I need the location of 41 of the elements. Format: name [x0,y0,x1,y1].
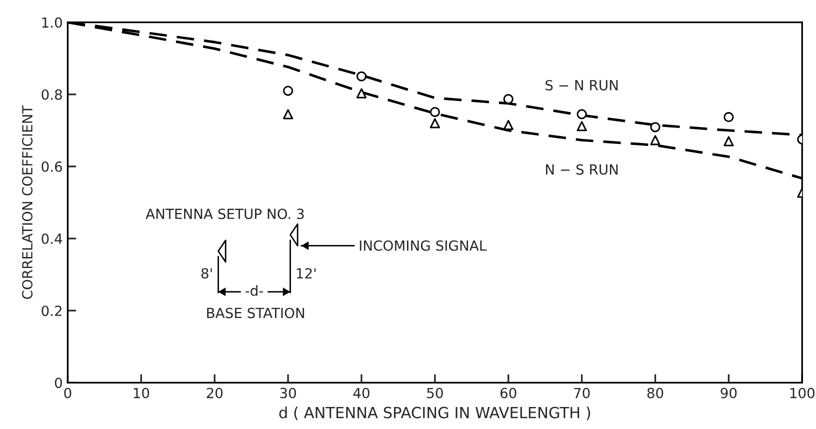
x-tick-label: 50 [427,388,443,398]
point [724,136,734,146]
annotation: N − S RUN [546,164,618,175]
annotation: S − N RUN [546,80,618,90]
point [503,94,514,104]
x-tick-label: 80 [647,388,664,398]
y-tick-label: 0.2 [42,306,62,316]
point [503,120,514,130]
y-axis-title: CORRELATION COEFFICIENT [22,105,33,299]
annotation: ANTENNA SETUP NO. 3 [146,208,304,220]
point [283,86,294,96]
x-tick-label: 20 [206,388,223,398]
annotation: -d- [246,285,264,296]
point [650,122,660,132]
x-tick-label: 30 [280,388,296,398]
x-tick-label: 70 [574,388,590,398]
point [724,112,734,122]
x-axis-title: d ( ANTENNA SPACING IN WAVELENGTH ) [279,406,590,420]
point [356,88,367,98]
x-tick-label: 100 [790,388,814,398]
y-tick-label: 0 [54,378,62,388]
annotation: 8' [201,268,212,279]
x-tick-label: 40 [353,388,370,398]
annotation: 12' [296,268,316,278]
point [576,109,587,120]
point [283,109,294,120]
y-tick-label: 0.4 [42,233,62,244]
x-tick-label: 10 [134,388,150,398]
y-tick-label: 0.8 [42,89,62,100]
x-tick-label: 90 [720,388,737,398]
point [576,121,587,132]
point [430,106,440,118]
point [356,71,367,82]
x-tick-label: 0 [64,388,72,398]
point [430,118,440,128]
annotation: INCOMING SIGNAL [360,240,487,251]
x-tick-label: 60 [500,388,516,398]
y-tick-label: 1.0 [42,17,62,28]
annotation: BASE STATION [207,308,304,318]
y-tick-label: 0.6 [42,161,62,172]
point [650,135,660,146]
